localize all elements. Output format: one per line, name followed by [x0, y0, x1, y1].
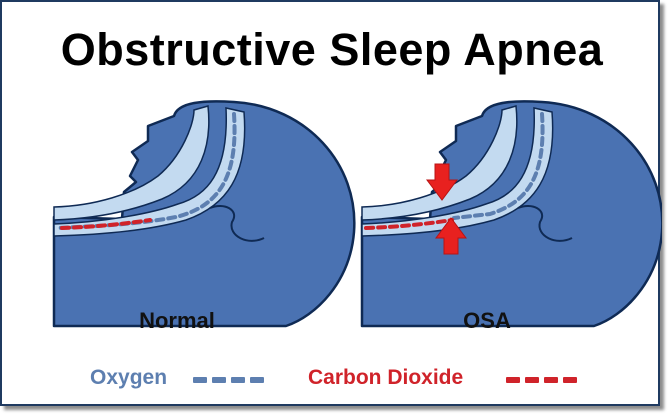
sleep-apnea-diagram — [52, 100, 662, 383]
legend-oxygen-swatch — [193, 377, 264, 383]
oxygen-dashed-path — [452, 112, 545, 220]
legend-oxygen-label: Oxygen — [90, 366, 168, 389]
legend-carbon-dioxide-label: Carbon Dioxide — [308, 366, 464, 389]
normal-head-illustration — [52, 100, 356, 328]
figure-frame: Obstructive Sleep Apnea — [0, 0, 662, 406]
legend-carbon-dioxide-swatch — [506, 377, 577, 383]
osa-caption: OSA — [463, 308, 511, 333]
osa-head-illustration — [360, 100, 662, 328]
figure-title: Obstructive Sleep Apnea — [60, 24, 604, 75]
carbon-dioxide-dashed-path — [60, 218, 152, 230]
obstruction-arrow-bottom — [435, 217, 467, 255]
oxygen-dashed-path — [56, 112, 237, 230]
normal-caption: Normal — [139, 308, 215, 333]
carbon-dioxide-dashed-path — [364, 218, 454, 230]
obstruction-arrow-top — [426, 163, 458, 201]
